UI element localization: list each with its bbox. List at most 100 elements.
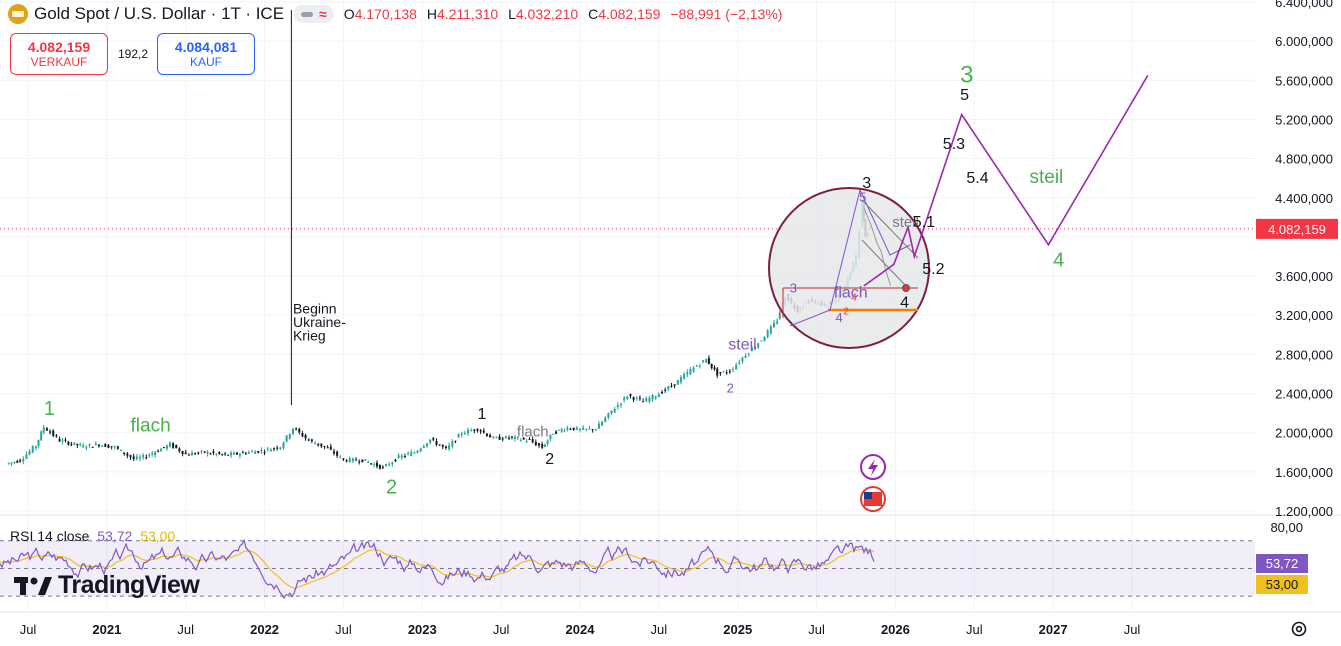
candle-body (224, 453, 227, 455)
annotation-label-23: 5.4 (966, 170, 988, 187)
price-tick-label-3: 2.400,000 (1275, 387, 1333, 402)
annotation-label-5: 2 (386, 476, 397, 498)
candle-body (269, 449, 272, 452)
candle-body (422, 446, 425, 448)
candle-body (378, 464, 381, 469)
candle (203, 451, 206, 454)
candle-body (479, 430, 482, 432)
candle-body (394, 459, 397, 462)
candle-body (501, 438, 504, 440)
candle-body (332, 451, 335, 454)
candle (187, 453, 190, 456)
price-tick-label-4: 2.800,000 (1275, 347, 1333, 362)
rsi-legend[interactable]: RSI 14 close 53,72 53,00 (10, 528, 175, 544)
annotation-label-24: 5 (960, 87, 969, 104)
candle-body (519, 439, 522, 441)
indicator-toggle[interactable]: ≈ (294, 5, 334, 23)
candle (45, 426, 48, 431)
candle-body (209, 453, 212, 455)
tradingview-mark-icon (14, 576, 52, 595)
inset-circle (768, 187, 930, 349)
candle (504, 435, 507, 439)
candle (422, 444, 425, 449)
candle (394, 458, 397, 463)
candle (28, 449, 31, 456)
candle (457, 433, 460, 438)
rsi-tick-label: 80,00 (1270, 520, 1303, 535)
symbol-title[interactable]: Gold Spot / U.S. Dollar · 1T · ICE (34, 4, 285, 23)
candle (314, 441, 317, 445)
candle-body (178, 448, 181, 452)
candle-body (97, 444, 100, 447)
candle (120, 449, 123, 452)
candle-body (273, 448, 276, 450)
candle (597, 420, 600, 429)
sell-label: VERKAUF (30, 55, 88, 69)
time-tick-label-7: 2024 (566, 622, 596, 637)
candle-body (19, 460, 22, 462)
candle-body (355, 459, 358, 461)
candle (632, 396, 635, 403)
price-grid (0, 0, 1341, 610)
settings-gear-icon[interactable] (1290, 620, 1308, 638)
candle-body (722, 371, 725, 373)
visibility-dot-icon[interactable] (301, 11, 314, 17)
annotation-label-13: steil (892, 214, 919, 231)
candle-body (683, 374, 686, 379)
candle-body (285, 435, 288, 442)
candle-body (310, 439, 313, 442)
candle (713, 365, 716, 371)
candle-body (42, 427, 45, 433)
candle-body (266, 448, 269, 450)
rsi-legend-name: RSI 14 close (10, 528, 90, 544)
candle (582, 424, 585, 431)
inset-circle-group (768, 187, 930, 349)
candle (760, 340, 763, 342)
candle-body (738, 362, 741, 364)
candle-body (200, 450, 203, 452)
candle-body (429, 439, 432, 443)
candle-body (549, 434, 552, 440)
candle (157, 449, 160, 453)
candle-body (301, 433, 304, 437)
candle-body (282, 442, 285, 449)
candle (145, 454, 148, 460)
candle (750, 345, 753, 352)
sell-button[interactable]: 4.082,159 VERKAUF (10, 33, 108, 75)
sell-price: 4.082,159 (27, 39, 91, 55)
candle-body (120, 449, 123, 451)
candle (260, 447, 263, 454)
candle-body (73, 442, 76, 445)
candle-body (351, 458, 354, 462)
buy-button[interactable]: 4.084,081 KAUF (157, 33, 255, 75)
candle-body (79, 444, 82, 446)
candle-body (52, 430, 55, 436)
candle-body (187, 454, 190, 456)
candle (235, 451, 238, 456)
tradingview-logo[interactable]: TradingView (14, 571, 200, 600)
candle-body (307, 439, 310, 441)
candle (138, 454, 141, 462)
candle (702, 360, 705, 364)
candle (479, 429, 482, 435)
candle-body (498, 436, 501, 440)
candle-body (314, 443, 317, 445)
candle (224, 451, 227, 456)
wave-icon[interactable]: ≈ (319, 6, 327, 22)
candle-body (113, 446, 116, 448)
candle (485, 433, 488, 437)
candle-body (441, 444, 444, 447)
candle (82, 442, 85, 448)
candle (52, 429, 55, 438)
candle (37, 439, 40, 449)
candle-body (163, 447, 166, 449)
candle (168, 441, 171, 448)
candle-body (492, 436, 495, 438)
candle-body (49, 431, 52, 433)
candle (7, 462, 10, 465)
candle (13, 461, 16, 465)
candle-body (632, 397, 635, 400)
candle (629, 393, 632, 399)
candle-body (566, 427, 569, 430)
